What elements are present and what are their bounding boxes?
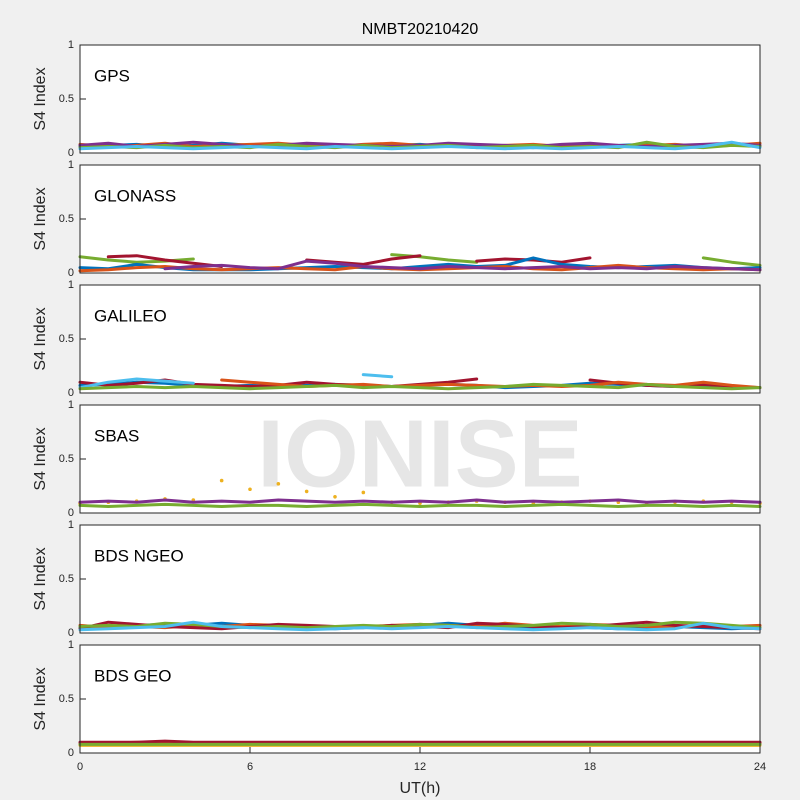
y-tick-label: 1 (68, 159, 74, 171)
panel-label: SBAS (94, 426, 139, 445)
data-dot (276, 482, 281, 486)
panel-label: GLONASS (94, 186, 176, 205)
y-tick-label: 0 (68, 267, 74, 279)
panel-label: BDS NGEO (94, 546, 184, 565)
y-axis-label: S4 Index (32, 427, 49, 490)
data-dot (219, 478, 224, 483)
y-axis-label: S4 Index (32, 547, 49, 610)
panel-label: GPS (94, 66, 130, 85)
axes-frame (79, 644, 761, 754)
y-tick-label: 1 (68, 399, 74, 411)
axes-frame (79, 524, 761, 634)
x-tick-label: 24 (754, 761, 766, 773)
panel-label: BDS GEO (94, 666, 171, 685)
data-dot (333, 495, 337, 499)
x-tick-label: 6 (247, 761, 253, 773)
axes-frame (79, 284, 761, 394)
axes-background (80, 645, 760, 753)
panel-label: GALILEO (94, 306, 167, 325)
series-line (163, 259, 762, 272)
axes-background (80, 525, 760, 633)
y-tick-label: 0 (68, 627, 74, 639)
series-line (78, 620, 762, 632)
watermark: IONISE (257, 400, 582, 507)
y-axis-label: S4 Index (32, 667, 49, 730)
axes-frame (79, 404, 761, 514)
x-axis-label: UT(h) (400, 780, 441, 797)
y-tick-label: 0.5 (59, 693, 74, 705)
y-tick-label: 1 (68, 279, 74, 291)
y-tick-label: 1 (68, 639, 74, 651)
y-tick-label: 0.5 (59, 453, 74, 465)
y-axis-label: S4 Index (32, 187, 49, 250)
data-dot (248, 487, 252, 492)
y-tick-label: 1 (68, 39, 74, 51)
axes-frame (79, 44, 761, 154)
chart-title: NMBT20210420 (362, 21, 479, 38)
y-tick-label: 0.5 (59, 333, 74, 345)
series-line (78, 739, 762, 744)
x-tick-label: 18 (584, 761, 596, 773)
series-line (78, 382, 762, 391)
y-tick-label: 0 (68, 507, 74, 519)
y-tick-label: 0 (68, 387, 74, 399)
axes-background (80, 45, 760, 153)
series-line (78, 620, 762, 630)
y-tick-label: 1 (68, 519, 74, 531)
y-tick-label: 0.5 (59, 213, 74, 225)
series-line (78, 140, 762, 151)
x-tick-label: 12 (414, 761, 426, 773)
data-dot (361, 490, 366, 495)
series-line (78, 498, 762, 504)
y-axis-label: S4 Index (32, 67, 49, 130)
x-tick-label: 0 (77, 761, 83, 773)
data-dot (304, 489, 309, 494)
y-axis-label: S4 Index (32, 307, 49, 370)
axes-background (80, 285, 760, 393)
axes-frame (79, 164, 761, 274)
axes-background (80, 405, 760, 513)
series-line (78, 373, 394, 390)
y-tick-label: 0 (68, 747, 74, 759)
y-tick-label: 0.5 (59, 93, 74, 105)
y-tick-label: 0 (68, 147, 74, 159)
series-line (78, 502, 762, 508)
y-tick-label: 0.5 (59, 573, 74, 585)
